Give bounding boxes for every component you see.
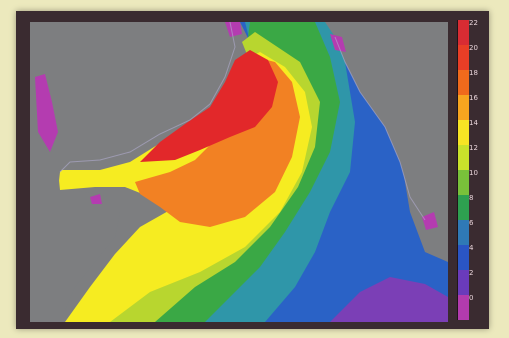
scale-swatch-10 — [457, 270, 469, 295]
scale-swatch-9 — [457, 245, 469, 270]
scale-tick-label: 22 — [469, 19, 478, 27]
coastline-east — [334, 36, 426, 221]
coast-patch-2 — [225, 22, 242, 37]
scale-tick-label: 18 — [469, 69, 478, 77]
land-east — [325, 22, 448, 232]
scale-swatch-7 — [457, 195, 469, 220]
scale-tick-label: 20 — [469, 44, 478, 52]
scale-swatch-4 — [457, 120, 469, 145]
scale-swatch-0 — [457, 20, 469, 45]
scale-tick-label: 10 — [469, 169, 478, 177]
scale-tick-label: 8 — [469, 194, 474, 202]
scale-swatch-1 — [457, 45, 469, 70]
coast-patch-3 — [330, 34, 346, 52]
scale-swatch-3 — [457, 95, 469, 120]
scale-swatch-8 — [457, 220, 469, 245]
scale-tick-label: 12 — [469, 144, 478, 152]
coastline-west — [59, 22, 236, 173]
scale-swatch-2 — [457, 70, 469, 95]
scale-swatch-5 — [457, 145, 469, 170]
map-canvas — [30, 22, 448, 322]
coast-patch-5 — [422, 212, 438, 230]
sea-violet-zone — [330, 277, 448, 322]
scale-swatch-11 — [457, 295, 469, 320]
sea-red-zone — [140, 50, 278, 162]
scale-tick-label: 14 — [469, 119, 478, 127]
scale-tick-label: 0 — [469, 294, 474, 302]
coast-patch-4 — [90, 194, 102, 204]
scale-tick-label: 6 — [469, 219, 474, 227]
contour-map — [30, 22, 448, 322]
scale-tick-label: 16 — [469, 94, 478, 102]
coast-patch-1 — [35, 74, 58, 152]
scale-tick-label: 4 — [469, 244, 474, 252]
scale-tick-label: 2 — [469, 269, 474, 277]
scale-swatch-6 — [457, 170, 469, 195]
color-scale: 22 20 18 16 14 12 10 8 6 4 2 0 — [457, 19, 478, 322]
land-west — [30, 22, 235, 322]
